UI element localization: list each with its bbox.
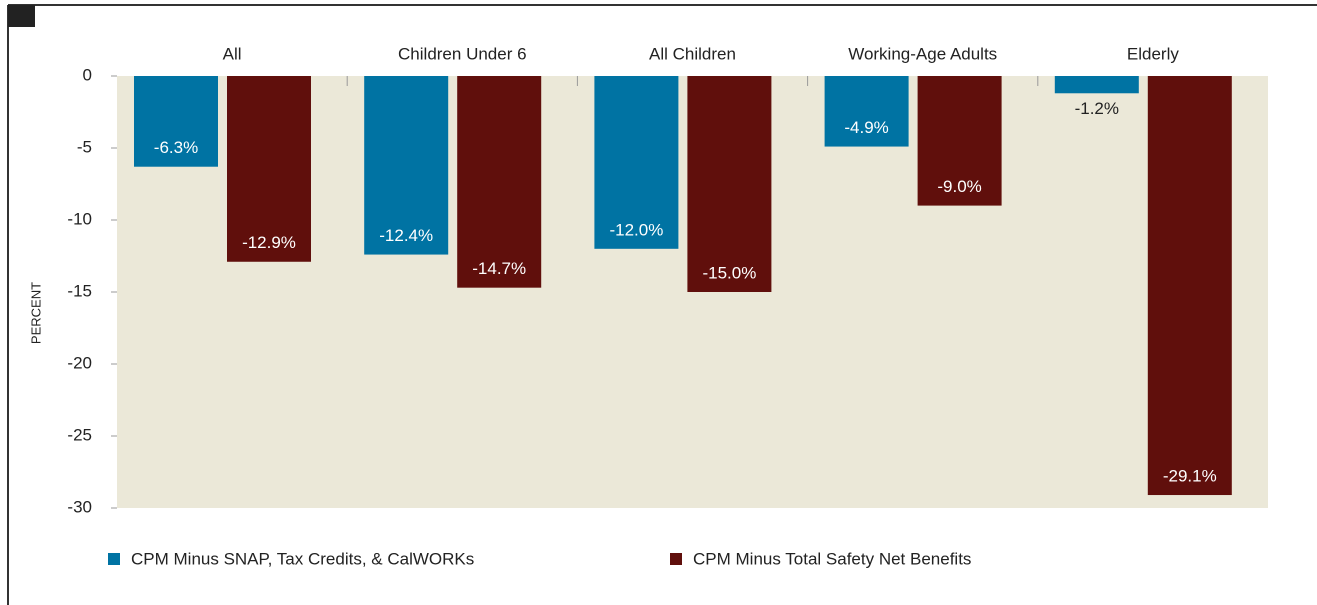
x-tick-label: All Children (649, 44, 736, 63)
value-label: -4.9% (844, 118, 888, 137)
value-label: -1.2% (1075, 99, 1119, 118)
y-tick-label: -10 (67, 209, 92, 228)
value-label: -14.7% (472, 259, 526, 278)
bar (1147, 76, 1232, 496)
bar (457, 76, 542, 288)
bar (594, 76, 679, 249)
legend-label: CPM Minus Total Safety Net Benefits (693, 549, 971, 568)
y-tick-label: -5 (77, 137, 92, 156)
legend-swatch (108, 553, 120, 565)
x-tick-label: Elderly (1127, 44, 1179, 63)
bar (227, 76, 311, 262)
legend-swatch (670, 553, 682, 565)
bar (824, 76, 909, 147)
bar (687, 76, 772, 292)
x-tick-label: Working-Age Adults (848, 44, 997, 63)
value-label: -29.1% (1163, 467, 1217, 486)
y-tick-label: 0 (83, 65, 92, 84)
y-tick-label: -20 (67, 353, 92, 372)
corner-block (8, 5, 35, 27)
bar (134, 76, 218, 167)
x-tick-label: Children Under 6 (398, 44, 527, 63)
value-label: -6.3% (154, 138, 198, 157)
x-tick-label: All (223, 44, 242, 63)
bar (364, 76, 449, 255)
value-label: -9.0% (937, 177, 981, 196)
y-tick-label: -15 (67, 281, 92, 300)
value-label: -12.0% (609, 220, 663, 239)
bar (917, 76, 1002, 206)
y-tick-label: -30 (67, 497, 92, 516)
legend-label: CPM Minus SNAP, Tax Credits, & CalWORKs (131, 549, 474, 568)
y-tick-label: -25 (67, 425, 92, 444)
value-label: -12.9% (242, 233, 296, 252)
value-label: -12.4% (379, 226, 433, 245)
y-axis-label: PERCENT (28, 282, 43, 344)
bar (1054, 76, 1139, 94)
value-label: -15.0% (702, 263, 756, 282)
